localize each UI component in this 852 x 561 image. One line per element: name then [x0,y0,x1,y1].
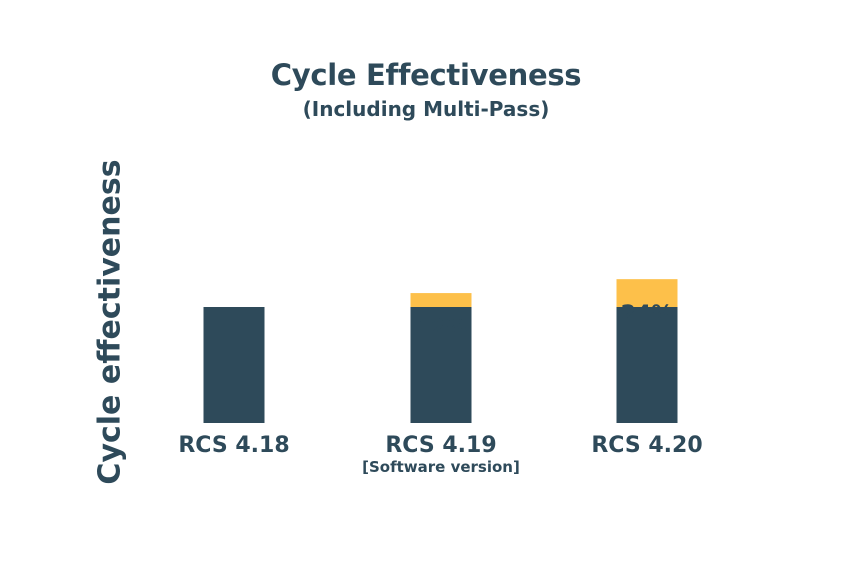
chart-subtitle: (Including Multi-Pass) [302,97,550,121]
chart-title: Cycle Effectiveness [270,58,582,92]
bar-rcs-4-18-segment-1 [203,307,265,423]
x-tick-label-rcs-4-19: RCS 4.19 [385,433,496,458]
data-label-rcs-4-19: 12% [415,316,468,341]
x-tick-label-rcs-4-18: RCS 4.18 [178,433,289,458]
bar-rcs-4-19-segment-2 [410,293,472,307]
x-tick-label-rcs-4-20: RCS 4.20 [591,433,702,458]
bar-rcs-4-20-segment-1 [616,307,678,423]
x-axis-label: [Software version] [362,458,520,476]
bar-rcs-4-20-segment-2 [616,279,678,307]
bar-rcs-4-19-segment-1 [410,307,472,423]
data-label-rcs-4-20: 24% [621,302,674,327]
